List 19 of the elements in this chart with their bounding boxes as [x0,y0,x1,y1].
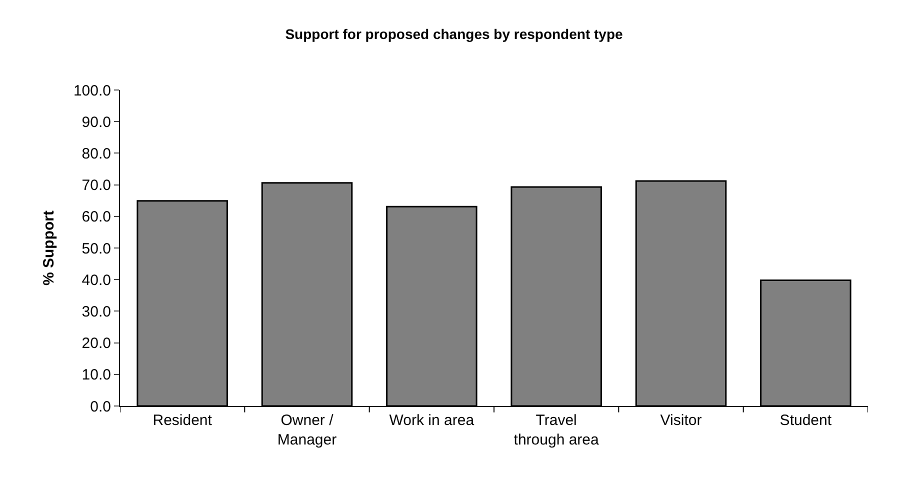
x-tick-label: Student [780,412,832,429]
y-tick-label: 70.0 [82,177,111,194]
y-tick-label: 30.0 [82,303,111,320]
y-tick-label: 80.0 [82,145,111,162]
y-tick-label: 100.0 [73,82,111,100]
x-tick-label: Owner / Manager [277,412,337,448]
chart-title: Support for proposed changes by respondent type [285,26,624,42]
y-tick-label: 10.0 [82,366,111,384]
x-tick-label: Work in area [389,412,475,429]
y-axis-title: % Support [40,210,58,286]
x-tick-label: Travel through area [514,412,600,448]
y-tick-label: 90.0 [82,114,111,131]
y-tick-label: 20.0 [82,335,111,352]
y-tick-label: 50.0 [82,240,111,258]
y-tick-label: 0.0 [90,398,111,416]
x-tick-label: Visitor [660,412,702,429]
y-tick-label: 40.0 [82,272,111,289]
x-tick-label: Resident [152,412,213,429]
y-tick-label: 60.0 [82,208,111,226]
